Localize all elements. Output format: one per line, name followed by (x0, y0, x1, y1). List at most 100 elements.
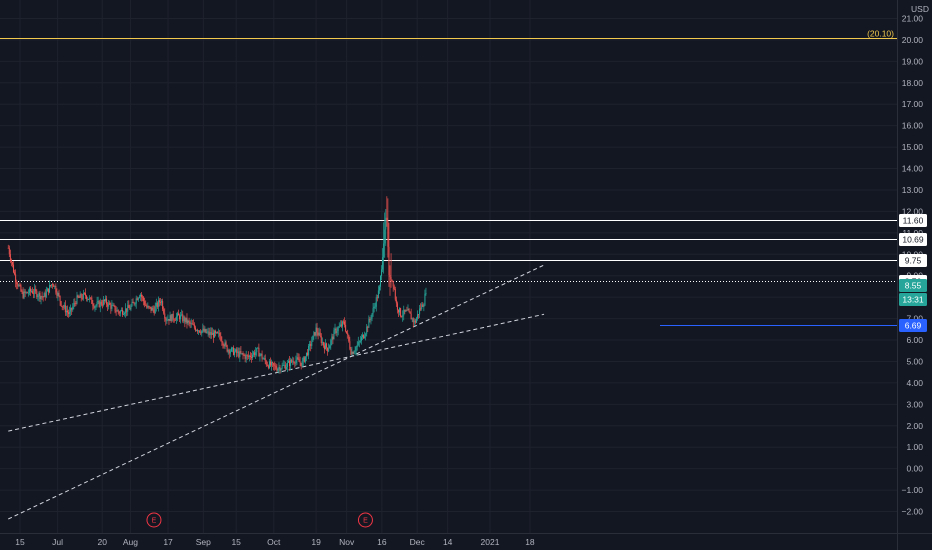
candle-body (31, 291, 33, 292)
y-tick-label: 0.00 (906, 464, 923, 474)
candle-body (311, 341, 313, 346)
candle-body (367, 326, 369, 328)
candle-body (230, 347, 232, 352)
candle-body (312, 335, 314, 342)
candle-body (382, 257, 384, 270)
candle-body (353, 351, 355, 354)
trendline (8, 313, 545, 432)
candle-body (154, 306, 156, 314)
candle-body (291, 359, 293, 362)
candle-body (46, 288, 48, 292)
candle-body (207, 331, 209, 333)
candle-body (346, 331, 348, 334)
candle-body (248, 355, 250, 357)
candle-body (173, 319, 175, 321)
candle-body (290, 359, 292, 366)
x-tick-label: Sep (196, 537, 211, 547)
candle-body (113, 305, 115, 306)
candle-body (155, 302, 157, 307)
candle-body (93, 305, 95, 308)
candle-body (252, 354, 254, 358)
candle-body (244, 355, 246, 359)
level-badge (899, 319, 927, 332)
candle-body (201, 330, 203, 334)
candle-body (388, 246, 390, 276)
candle-body (321, 342, 323, 343)
candles (7, 196, 427, 374)
candle-body (105, 298, 107, 301)
candle-body (99, 301, 101, 308)
candle-body (40, 296, 42, 299)
candle-body (266, 364, 268, 366)
candle-body (315, 327, 317, 336)
candle-body (301, 361, 303, 367)
candle-body (195, 330, 197, 332)
candle-body (23, 291, 25, 298)
candle-body (260, 353, 262, 355)
candle-body (421, 304, 423, 309)
candle-body (147, 306, 149, 308)
candle-body (393, 286, 395, 289)
candle-body (82, 293, 84, 299)
candle-body (192, 324, 194, 326)
candle-body (11, 262, 13, 265)
candle-body (178, 313, 180, 316)
candle-body (236, 349, 238, 353)
candle-body (424, 293, 426, 306)
candle-body (322, 342, 324, 346)
candle-body (246, 354, 248, 356)
candle-body (66, 310, 68, 313)
x-tick-label: 14 (443, 537, 453, 547)
candle-body (83, 293, 85, 294)
candle-body (41, 296, 43, 298)
y-tick-label: 6.00 (906, 335, 923, 345)
candle-body (116, 310, 118, 312)
candle-body (425, 292, 427, 294)
x-tick-label: 16 (377, 537, 387, 547)
candle-body (377, 290, 379, 298)
candle-body (169, 315, 171, 321)
candle-body (389, 275, 391, 278)
candle-body (132, 302, 134, 303)
candle-body (240, 350, 242, 354)
horizontal-grid (0, 18, 897, 512)
level-badge (899, 214, 927, 227)
candle-body (71, 307, 73, 310)
candle-body (271, 362, 273, 366)
candle-body (365, 333, 367, 337)
candle-body (60, 301, 62, 306)
candle-body (319, 332, 321, 337)
candle-body (75, 302, 77, 304)
current-price-badge (899, 279, 927, 292)
candle-body (348, 334, 350, 342)
candle-body (349, 341, 351, 349)
candle-body (114, 305, 116, 312)
candle-body (139, 294, 141, 297)
candle-body (45, 291, 47, 297)
countdown-label: 13:31 (902, 295, 924, 305)
candle-body (317, 332, 319, 336)
candle-body (102, 299, 104, 306)
candle-body (42, 296, 44, 298)
candle-body (160, 302, 162, 304)
candle-body (235, 349, 237, 352)
time-axis[interactable]: 15 Jul 20 Aug 17 Sep 15 Oct 19 Nov 16 Dec 14 2021 18 (15, 537, 535, 547)
candle-body (330, 340, 332, 346)
candle-body (368, 318, 370, 328)
candle-body (65, 310, 67, 313)
candle-body (136, 298, 138, 301)
candle-body (206, 332, 208, 333)
candle-body (199, 330, 201, 333)
candle-body (174, 320, 176, 321)
candle-body (123, 314, 125, 315)
x-tick-label: Oct (267, 537, 281, 547)
candle-body (396, 303, 398, 310)
candle-body (267, 365, 269, 368)
candle-body (264, 358, 266, 362)
candle-body (26, 292, 28, 294)
candle-body (331, 336, 333, 341)
candle-body (285, 366, 287, 370)
candle-body (253, 352, 255, 355)
